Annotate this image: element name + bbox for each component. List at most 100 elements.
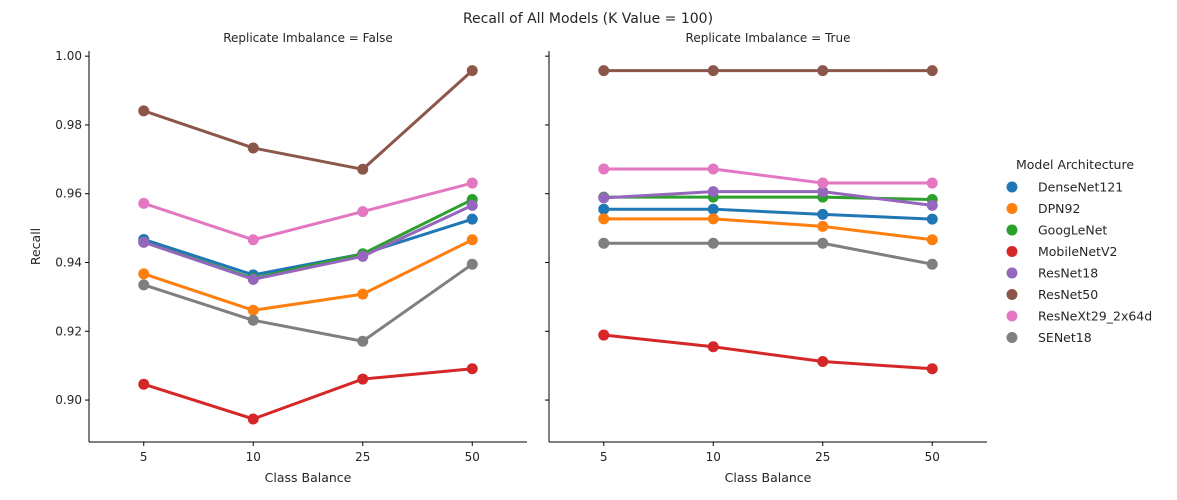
legend-marker [1006,246,1018,257]
data-point-resnet18 [357,250,369,262]
y-tick-label: 0.96 [55,187,82,201]
legend-marker [1006,310,1018,322]
legend-label: MobileNetV2 [1038,244,1117,259]
series-line-senet18 [142,262,474,343]
data-point-resnet18 [817,186,829,198]
data-point-dpn92 [707,213,719,225]
data-point-dpn92 [926,234,938,246]
x-axis-label: Class Balance [265,470,352,485]
series-line-densenet121 [142,217,474,277]
legend-marker [1006,289,1018,300]
y-axis-label: Recall [28,228,43,265]
series-line-densenet121 [602,207,934,221]
data-point-resnet18 [598,192,610,204]
data-point-dpn92 [138,268,150,280]
data-point-resnet18 [707,186,719,198]
series-line-senet18 [602,241,934,266]
legend-label: SENet18 [1038,330,1092,345]
legend-marker [1006,203,1018,214]
data-point-densenet121 [707,203,719,215]
panel-2: Replicate Imbalance = True 5 10 25 50 Class B… [545,31,987,485]
data-point-senet18 [466,258,478,270]
series-line-mobilenetv2 [602,333,934,371]
x-axis-label: Class Balance [725,470,812,485]
data-point-mobilenetv2 [357,373,369,385]
legend-marker [1006,267,1018,279]
data-point-mobilenetv2 [138,378,150,390]
x-tick-label: 10 [246,450,261,464]
data-point-mobilenetv2 [926,363,938,375]
legend: DenseNet121 DPN92 GoogLeNet MobileNetV2 ResN… [1006,180,1152,345]
y-tick-label: 0.90 [55,393,82,407]
x-tick-label: 10 [706,450,721,464]
legend-label: DenseNet121 [1038,180,1123,195]
data-point-senet18 [817,237,829,249]
series-line-resnext29-2x64d [602,167,934,185]
series-line-dpn92 [602,217,934,242]
series-line-resnet50 [142,69,474,171]
data-point-resnet50 [247,142,259,154]
data-point-dpn92 [598,213,610,225]
data-point-mobilenetv2 [247,413,259,425]
data-point-resnet50 [466,65,478,77]
data-point-densenet121 [466,213,478,225]
x-tick-label: 50 [465,450,480,464]
data-point-densenet121 [598,203,610,215]
series-line-mobilenetv2 [142,367,474,421]
data-point-resnext29-2x64d [247,234,259,246]
legend-label: ResNet50 [1038,287,1098,302]
data-point-resnext29-2x64d [598,163,610,175]
legend-marker [1006,224,1018,236]
legend-title: Model Architecture [1016,157,1134,172]
series-line-resnet18 [142,203,474,281]
data-point-resnet18 [247,273,259,285]
data-point-resnext29-2x64d [707,163,719,175]
data-point-resnet50 [707,65,719,77]
data-point-mobilenetv2 [466,363,478,375]
panel-title: Replicate Imbalance = True [686,31,851,45]
x-tick-label: 50 [925,450,940,464]
data-point-senet18 [598,237,610,249]
data-point-senet18 [707,237,719,249]
x-tick-label: 25 [355,450,370,464]
data-point-resnet50 [357,163,369,175]
data-point-resnext29-2x64d [138,197,150,209]
legend-label: ResNet18 [1038,266,1098,281]
data-point-densenet121 [817,208,829,220]
data-point-resnet50 [598,65,610,77]
data-point-mobilenetv2 [817,356,829,368]
y-tick-label: 0.94 [55,255,82,269]
legend-label: GoogLeNet [1038,223,1107,238]
data-point-resnext29-2x64d [817,177,829,189]
data-point-resnet50 [926,65,938,77]
data-point-resnet18 [926,199,938,211]
series-line-resnext29-2x64d [142,181,474,242]
legend-marker [1006,181,1018,193]
data-point-resnext29-2x64d [926,177,938,189]
panel-1: Replicate Imbalance = False 0.90 0.92 0.94 0… [28,31,527,485]
y-tick-label: 0.92 [55,324,82,338]
legend-label: ResNeXt29_2x64d [1038,309,1152,324]
x-tick-label: 25 [815,450,830,464]
figure-title: Recall of All Models (K Value = 100) [463,11,713,27]
data-point-dpn92 [817,220,829,232]
series-line-dpn92 [142,238,474,312]
series-line-resnet18 [602,190,934,207]
data-point-dpn92 [247,304,259,316]
data-point-dpn92 [357,288,369,300]
data-point-senet18 [138,279,150,291]
panel-title: Replicate Imbalance = False [223,31,393,45]
y-tick-label: 0.98 [55,118,82,132]
data-point-densenet121 [926,213,938,225]
data-point-mobilenetv2 [598,329,610,341]
legend-label: DPN92 [1038,201,1080,216]
data-point-senet18 [247,314,259,326]
data-point-senet18 [357,335,369,347]
data-point-resnext29-2x64d [466,177,478,189]
x-tick-label: 5 [140,450,148,464]
data-point-mobilenetv2 [707,341,719,353]
legend-marker [1006,332,1018,343]
data-point-resnext29-2x64d [357,206,369,218]
